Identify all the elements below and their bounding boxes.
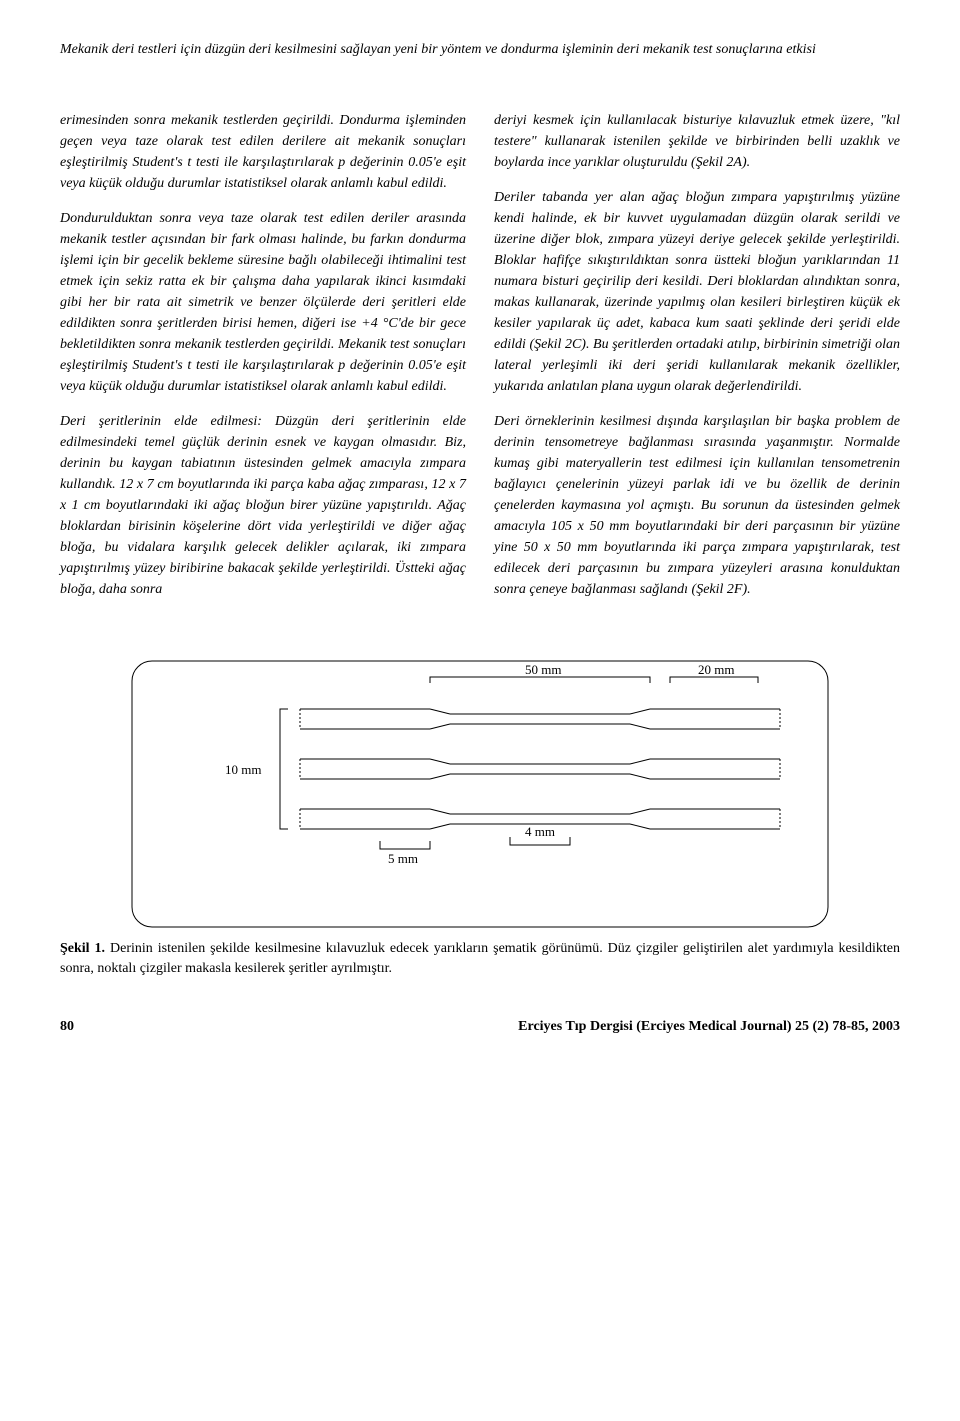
label-4mm: 4 mm [525, 824, 555, 839]
left-para-3: Deri şeritlerinin elde edilmesi: Düzgün … [60, 411, 466, 600]
left-column: erimesinden sonra mekanik testlerden geç… [60, 110, 466, 614]
right-para-3: Deri örneklerinin kesilmesi dışında karş… [494, 411, 900, 600]
right-para-1: deriyi kesmek için kullanılacak bisturiy… [494, 110, 900, 173]
figure-caption-text: Derinin istenilen şekilde kesilmesine kı… [60, 941, 900, 976]
page-header-title: Mekanik deri testleri için düzgün deri k… [60, 40, 900, 60]
right-para-2: Deriler tabanda yer alan ağaç bloğun zım… [494, 187, 900, 397]
right-column: deriyi kesmek için kullanılacak bisturiy… [494, 110, 900, 614]
figure-1: 50 mm 20 mm [60, 649, 900, 990]
journal-ref: Erciyes Tıp Dergisi (Erciyes Medical Jou… [518, 1019, 900, 1035]
label-10mm: 10 mm [225, 762, 261, 777]
figure-caption-bold: Şekil 1. [60, 941, 105, 956]
left-para-1: erimesinden sonra mekanik testlerden geç… [60, 110, 466, 194]
label-20mm: 20 mm [698, 662, 734, 677]
label-50mm: 50 mm [525, 662, 561, 677]
label-5mm: 5 mm [388, 851, 418, 866]
two-column-body: erimesinden sonra mekanik testlerden geç… [60, 110, 900, 614]
figure-1-svg: 50 mm 20 mm [130, 659, 830, 929]
page-footer: 80 Erciyes Tıp Dergisi (Erciyes Medical … [60, 1019, 900, 1035]
figure-1-caption: Şekil 1. Derinin istenilen şekilde kesil… [60, 939, 900, 980]
left-para-2: Dondurulduktan sonra veya taze olarak te… [60, 208, 466, 397]
page-number: 80 [60, 1019, 74, 1035]
